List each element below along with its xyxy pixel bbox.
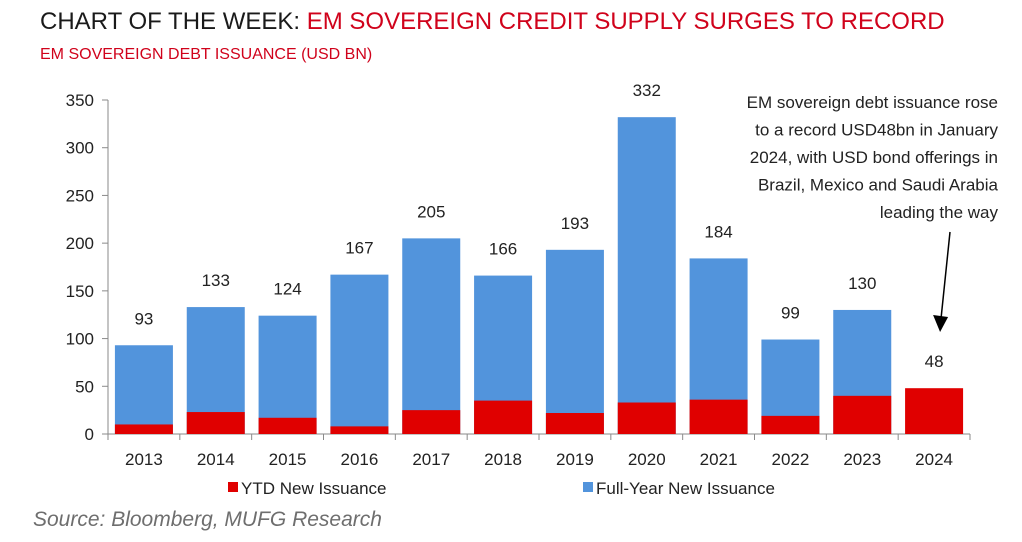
bar-full-year — [258, 315, 317, 434]
chart-title: CHART OF THE WEEK: EM SOVEREIGN CREDIT S… — [40, 8, 945, 36]
y-tick-label: 100 — [66, 330, 94, 349]
y-tick-label: 0 — [85, 425, 94, 444]
bar-full-year — [402, 238, 461, 434]
x-tick-label: 2017 — [412, 450, 450, 469]
data-label: 93 — [134, 309, 153, 328]
y-tick-label: 250 — [66, 186, 94, 205]
annotation-arrowhead — [933, 315, 949, 332]
bar-full-year — [114, 345, 173, 434]
bar-ytd — [474, 400, 533, 434]
chart-title-prefix: CHART OF THE WEEK: — [40, 8, 307, 35]
x-tick-label: 2019 — [556, 450, 594, 469]
annotation-line: EM sovereign debt issuance rose — [747, 93, 998, 112]
bar-full-year — [545, 249, 604, 434]
data-label: 133 — [202, 271, 230, 290]
source-note: Source: Bloomberg, MUFG Research — [33, 508, 382, 531]
bar-ytd — [833, 395, 892, 434]
x-tick-label: 2016 — [341, 450, 379, 469]
data-label: 167 — [345, 239, 373, 258]
x-tick-label: 2018 — [484, 450, 522, 469]
y-tick-label: 150 — [66, 282, 94, 301]
bar-ytd — [617, 402, 676, 434]
bar-ytd — [114, 424, 173, 434]
data-label: 184 — [704, 222, 732, 241]
data-label: 332 — [633, 81, 661, 100]
annotation-line: 2024, with USD bond offerings in — [750, 148, 998, 167]
bar-ytd — [761, 415, 820, 434]
legend-swatch — [228, 482, 238, 492]
annotation-line: to a record USD48bn in January — [755, 121, 998, 140]
bar-full-year — [617, 117, 676, 435]
data-label: 48 — [925, 352, 944, 371]
y-tick-label: 300 — [66, 139, 94, 158]
data-label: 99 — [781, 304, 800, 323]
bar-ytd — [545, 413, 604, 434]
y-tick-label: 350 — [66, 91, 94, 110]
x-tick-label: 2024 — [915, 450, 953, 469]
x-tick-label: 2020 — [628, 450, 666, 469]
chart-title-main: EM SOVEREIGN CREDIT SUPPLY SURGES TO REC… — [306, 8, 945, 35]
x-tick-label: 2013 — [125, 450, 163, 469]
data-label: 205 — [417, 202, 445, 221]
chart-subtitle: EM SOVEREIGN DEBT ISSUANCE (USD BN) — [40, 46, 373, 63]
bar-ytd — [689, 399, 748, 434]
x-tick-label: 2021 — [700, 450, 738, 469]
bar-ytd — [258, 417, 317, 434]
y-tick-label: 50 — [75, 377, 94, 396]
bar-ytd — [402, 410, 461, 434]
annotation-line: Brazil, Mexico and Saudi Arabia — [758, 176, 999, 195]
bar-full-year — [330, 274, 389, 434]
data-label: 130 — [848, 274, 876, 293]
x-tick-label: 2022 — [772, 450, 810, 469]
bar-ytd — [330, 426, 389, 434]
annotation-line: leading the way — [880, 203, 999, 222]
legend-label: Full-Year New Issuance — [596, 479, 775, 498]
bar-ytd — [186, 412, 245, 434]
legend-label: YTD New Issuance — [241, 479, 387, 498]
legend-swatch — [583, 482, 593, 492]
x-tick-label: 2014 — [197, 450, 235, 469]
annotation-arrow — [940, 231, 951, 319]
data-label: 193 — [561, 214, 589, 233]
x-tick-label: 2015 — [269, 450, 307, 469]
bar-ytd — [905, 388, 964, 434]
y-tick-label: 200 — [66, 234, 94, 253]
data-label: 166 — [489, 240, 517, 259]
data-label: 124 — [273, 280, 301, 299]
x-tick-label: 2023 — [843, 450, 881, 469]
